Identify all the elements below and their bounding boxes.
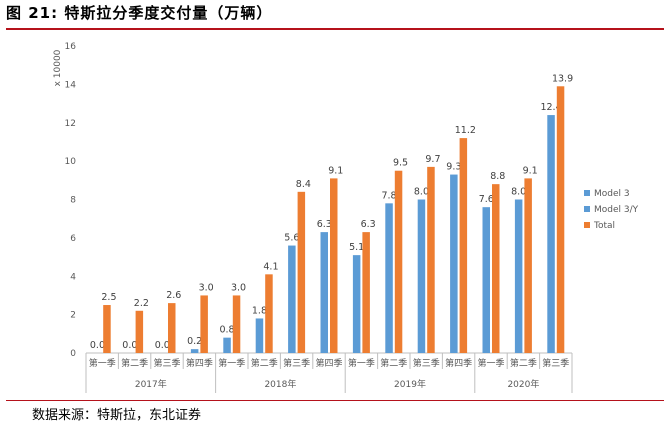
data-label: 11.2 — [455, 125, 476, 136]
bar-model-3-y — [352, 255, 361, 353]
legend-swatch — [584, 222, 590, 228]
bar-model-3-y — [547, 115, 555, 353]
x-tick-label: 第四季 — [445, 357, 472, 369]
y-tick-label: 12 — [65, 119, 76, 129]
bar-model-3 — [190, 349, 199, 353]
data-label: 6.3 — [361, 219, 376, 230]
x-tick-label: 第一季 — [89, 357, 116, 369]
x-tick-label: 第四季 — [315, 357, 342, 369]
x-group-label: 2018年 — [264, 378, 296, 390]
bar-total — [524, 178, 532, 353]
x-tick-label: 第四季 — [186, 357, 213, 369]
bar-total — [330, 178, 338, 353]
data-label: 5.6 — [284, 233, 299, 244]
bar-total — [459, 138, 468, 353]
x-tick-label: 第二季 — [510, 357, 537, 369]
x-tick-label: 第一季 — [477, 357, 504, 369]
data-label: 0.0 — [155, 340, 170, 351]
y-axis-label: x 10000 — [53, 49, 63, 86]
y-tick-label: 6 — [70, 234, 76, 244]
x-tick-label: 第三季 — [283, 357, 310, 369]
bar-total — [297, 191, 306, 353]
bar-total — [232, 295, 241, 353]
bar-model-3-y — [514, 199, 523, 353]
y-tick-label: 4 — [70, 272, 76, 282]
data-label: 8.0 — [414, 187, 429, 198]
bar-model-3-y — [450, 174, 458, 353]
data-label: 0.0 — [90, 340, 105, 351]
bar-model-3-y — [417, 199, 426, 353]
data-label: 9.3 — [446, 162, 461, 173]
bar-model-3-y — [482, 207, 490, 353]
data-label: 1.8 — [252, 305, 267, 316]
legend-label: Model 3/Y — [594, 205, 639, 215]
data-label: 2.5 — [101, 292, 116, 303]
x-tick-label: 第一季 — [218, 357, 245, 369]
source-note: 数据来源：特斯拉，东北证券 — [32, 408, 202, 423]
bar-total — [427, 166, 435, 353]
bar-model-3 — [223, 337, 231, 353]
data-label: 2.6 — [166, 290, 181, 301]
x-tick-label: 第三季 — [153, 357, 180, 369]
data-label: 8.4 — [296, 179, 311, 190]
bar-model-3-y — [385, 203, 393, 353]
y-tick-label: 0 — [70, 349, 76, 359]
x-tick-label: 第三季 — [413, 357, 440, 369]
bar-model-3 — [320, 232, 328, 353]
data-label: 9.1 — [328, 165, 343, 176]
data-label: 12.4 — [540, 102, 561, 113]
x-tick-label: 第二季 — [121, 357, 148, 369]
legend-swatch — [584, 190, 590, 196]
source-divider — [6, 400, 664, 401]
y-tick-label: 8 — [70, 196, 76, 206]
bar-total — [200, 295, 208, 353]
legend-swatch — [584, 206, 590, 212]
x-tick-label: 第一季 — [348, 357, 375, 369]
bar-total — [394, 170, 403, 353]
x-group-label: 2017年 — [135, 378, 167, 390]
bar-total — [168, 303, 176, 353]
data-label: 8.8 — [490, 171, 505, 182]
data-label: 0.0 — [122, 340, 137, 351]
y-tick-label: 16 — [65, 42, 77, 52]
data-label: 7.8 — [381, 190, 396, 201]
data-label: 8.0 — [511, 187, 526, 198]
x-tick-label: 第二季 — [380, 357, 407, 369]
data-label: 7.6 — [479, 194, 494, 205]
bar-total — [362, 232, 370, 353]
bar-model-3 — [255, 318, 264, 353]
title-divider — [6, 28, 664, 30]
bar-total — [265, 274, 273, 353]
bar-model-3 — [288, 245, 296, 353]
bar-total — [135, 310, 144, 353]
bar-total — [103, 305, 111, 353]
data-label: 0.2 — [187, 336, 202, 347]
data-label: 2.2 — [134, 298, 149, 309]
bar-total — [492, 184, 500, 353]
data-label: 0.8 — [219, 325, 234, 336]
data-label: 5.1 — [349, 242, 364, 253]
data-label: 6.3 — [317, 219, 332, 230]
x-tick-label: 第二季 — [251, 357, 278, 369]
figure-title-text: 特斯拉分季度交付量（万辆） — [64, 4, 273, 22]
bar-total — [556, 86, 565, 353]
data-label: 9.5 — [393, 158, 408, 169]
legend-label: Model 3 — [594, 189, 630, 199]
y-tick-label: 10 — [65, 157, 77, 167]
x-group-label: 2019年 — [394, 378, 426, 390]
x-tick-label: 第三季 — [542, 357, 569, 369]
data-label: 9.1 — [523, 165, 538, 176]
data-label: 13.9 — [552, 73, 573, 84]
figure-label: 图 21: — [6, 4, 59, 22]
x-group-label: 2020年 — [507, 378, 539, 390]
data-label: 3.0 — [199, 282, 214, 293]
legend-label: Total — [593, 221, 615, 231]
y-tick-label: 2 — [70, 311, 76, 321]
data-label: 3.0 — [231, 282, 246, 293]
y-tick-label: 14 — [65, 80, 77, 90]
data-label: 9.7 — [425, 154, 440, 165]
data-label: 4.1 — [263, 261, 278, 272]
figure-title: 图 21: 特斯拉分季度交付量（万辆） — [6, 2, 272, 23]
